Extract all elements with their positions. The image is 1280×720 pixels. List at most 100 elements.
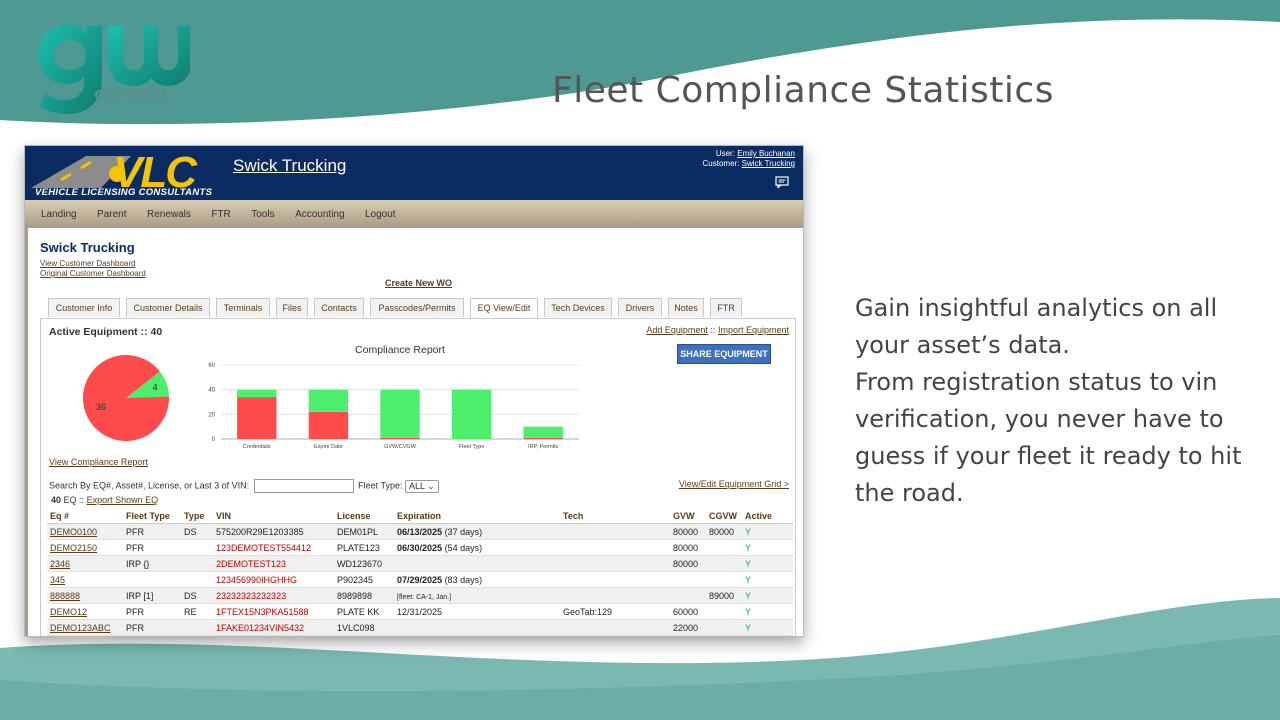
col-license[interactable]: License xyxy=(334,509,394,524)
fleet-type-cell: PFR xyxy=(123,603,181,620)
gvw-cell: 80000 xyxy=(670,555,706,572)
eq-link[interactable]: DEMO2150 xyxy=(47,539,123,556)
type-cell xyxy=(181,571,213,588)
col-active[interactable]: Active xyxy=(742,509,793,524)
nav-accounting[interactable]: Accounting xyxy=(295,209,345,220)
create-wo-link[interactable]: Create New WO xyxy=(385,278,453,288)
customer-name-link[interactable]: Swick Trucking xyxy=(741,159,795,168)
nav-logout[interactable]: Logout xyxy=(365,209,396,220)
license-cell: PLATE123 xyxy=(334,539,394,556)
gw-logo xyxy=(38,24,190,114)
pie-slice xyxy=(83,355,169,441)
table-row: DEMO0100 PFR DS 575200R29E1203385 DEM01PL 06/… xyxy=(47,523,793,540)
expiration-days: 12/31/2025 xyxy=(397,606,443,617)
cgvw-cell xyxy=(706,571,742,588)
main-content: Swick Trucking View Customer Dashboard O… xyxy=(25,228,803,636)
export-shown-eq-link[interactable]: Export Shown EQ xyxy=(86,495,159,505)
cgvw-cell xyxy=(706,555,742,572)
expiration-cell: [fleet: CA-1, Jan.] xyxy=(394,587,560,604)
original-dashboard-link[interactable]: Original Customer Dashboard xyxy=(40,269,146,278)
tab-customer-info[interactable]: Customer Info xyxy=(48,298,120,317)
expiration-cell: 07/29/2025 (83 days) xyxy=(394,571,560,588)
eq-link[interactable]: DEMO0100 xyxy=(47,523,123,540)
cgvw-cell: 89000 xyxy=(706,587,742,604)
type-cell: RE xyxy=(181,603,213,620)
view-dashboard-link[interactable]: View Customer Dashboard xyxy=(40,259,136,268)
chat-icon[interactable] xyxy=(775,176,789,188)
col-tech[interactable]: Tech xyxy=(560,509,670,524)
active-cell: Y xyxy=(742,587,793,604)
tab-drivers[interactable]: Drivers xyxy=(618,298,662,317)
compliance-pie-chart: 4 36 xyxy=(83,355,169,441)
vin-cell: 123DEMOTEST554412 xyxy=(213,539,334,556)
expiration-cell xyxy=(394,619,560,636)
cgvw-cell xyxy=(706,539,742,556)
tab-contacts[interactable]: Contacts xyxy=(314,298,364,317)
expiration-days: [fleet: CA-1, Jan.] xyxy=(397,593,452,601)
tech-cell xyxy=(560,619,670,636)
eq-link[interactable]: 2346 xyxy=(47,555,123,572)
nav-ftr[interactable]: FTR xyxy=(211,209,231,220)
vin-cell: 23232323232323 xyxy=(213,587,334,604)
nav-landing[interactable]: Landing xyxy=(41,209,77,220)
blurb-line-1: Gain insightful analytics on all your as… xyxy=(855,294,1218,359)
eq-search-input[interactable] xyxy=(253,479,354,493)
fleet-type-cell xyxy=(123,571,181,588)
col-type[interactable]: Type xyxy=(181,509,213,524)
y-tick-label: 40 xyxy=(208,388,215,394)
import-equipment-link[interactable]: Import Equipment xyxy=(717,325,789,335)
tab-notes[interactable]: Notes xyxy=(668,298,704,317)
view-compliance-report-link[interactable]: View Compliance Report xyxy=(49,457,148,467)
tab-tech-devices[interactable]: Tech Devices xyxy=(544,298,612,317)
tab-eq-view-edit[interactable]: EQ View/Edit xyxy=(470,298,538,318)
tech-cell xyxy=(560,571,670,588)
tech-cell xyxy=(560,587,670,604)
tab-terminals[interactable]: Terminals xyxy=(216,298,270,317)
col-fleet-type[interactable]: Fleet Type xyxy=(123,509,181,524)
tab-files[interactable]: Files xyxy=(276,298,308,317)
x-tick-label: Credentials xyxy=(243,444,271,450)
nav-renewals[interactable]: Renewals xyxy=(146,209,191,220)
nav-parent[interactable]: Parent xyxy=(97,209,127,220)
expiration-date: 06/30/2025 xyxy=(397,542,443,553)
vin-cell: 2DEMOTEST123 xyxy=(213,555,334,572)
share-equipment-button[interactable]: SHARE EQUIPMENT xyxy=(677,344,771,364)
vin-cell: 1FAKE01234VIN5432 xyxy=(213,619,334,636)
eq-panel: Active Equipment :: 40 Add Equipment :: … xyxy=(40,318,796,636)
equipment-grid-link[interactable]: View/Edit Equipment Grid > xyxy=(678,479,789,489)
bar-segment xyxy=(308,411,349,439)
chart-title: Compliance Report xyxy=(355,344,445,356)
eq-link[interactable]: DEMO123ABC xyxy=(47,619,123,636)
compliance-bar-chart: Compliance Report 0 20 40 60 Credentials Expir… xyxy=(208,344,579,450)
expiration-date: 06/13/2025 xyxy=(397,526,443,537)
y-tick-label: 60 xyxy=(208,363,215,369)
gvw-cell: 22000 xyxy=(670,619,706,636)
company-link[interactable]: Swick Trucking xyxy=(233,156,347,175)
col-expiration[interactable]: Expiration xyxy=(394,509,560,524)
active-cell: Y xyxy=(742,539,793,556)
type-cell: DS xyxy=(181,523,213,540)
table-row: 345 123456990IHGHHG P902345 07/29/2025 (83 … xyxy=(47,571,793,588)
nav-tools[interactable]: Tools xyxy=(251,209,275,220)
col-gvw[interactable]: GVW xyxy=(670,509,706,524)
tab-ftr[interactable]: FTR xyxy=(710,298,742,317)
bar-segment xyxy=(380,437,420,439)
col-cgvw[interactable]: CGVW xyxy=(706,509,742,524)
eq-count-row: 40 EQ :: Export Shown EQ xyxy=(51,495,159,505)
eq-link[interactable]: 345 xyxy=(47,571,123,588)
fleet-type-cell: IRP {} xyxy=(123,555,181,572)
fleet-type-select[interactable]: ALL ⌄ xyxy=(405,479,439,493)
eq-link[interactable]: DEMO12 xyxy=(47,603,123,620)
eq-link[interactable]: 888888 xyxy=(47,587,123,604)
type-cell xyxy=(181,619,213,636)
col-eq[interactable]: Eq # xyxy=(47,509,123,524)
col-vin[interactable]: VIN xyxy=(213,509,334,524)
add-equipment-link[interactable]: Add Equipment xyxy=(646,325,708,335)
tab-passcodes-permits[interactable]: Passcodes/Permits xyxy=(370,298,464,317)
user-name-link[interactable]: Emily Buchanan xyxy=(737,149,795,158)
table-row: DEMO12 PFR RE 1FTEX15N3PKA51588 PLATE KK 12/… xyxy=(47,603,793,620)
tab-customer-details[interactable]: Customer Details xyxy=(126,298,210,317)
pie-label: 4 xyxy=(153,382,158,392)
table-row: 888888 IRP [1] DS 23232323232323 8989898 [fl… xyxy=(47,587,793,604)
